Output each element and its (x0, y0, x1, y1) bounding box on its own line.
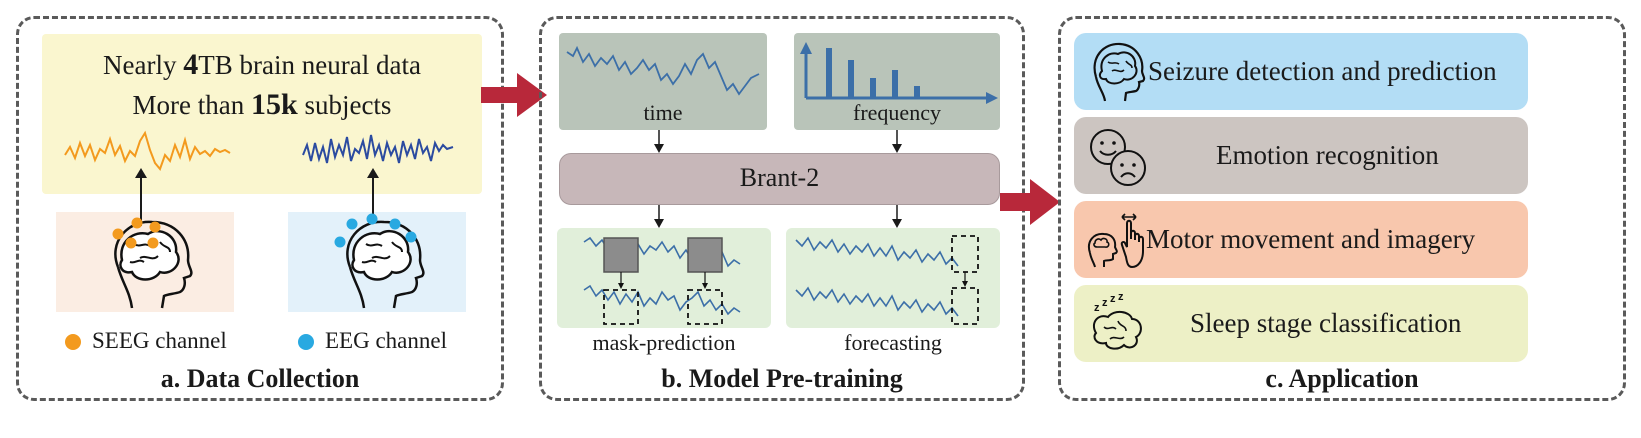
frequency-spectrum-chart (800, 42, 998, 104)
model-to-forecast-arrow (892, 205, 902, 228)
brant-2-model-box (559, 153, 1000, 205)
data-collection-caption: a. Data Collection (160, 364, 360, 393)
eeg-legend-label: EEG channel (325, 328, 447, 353)
time-label: time (643, 100, 683, 125)
seeg-legend-dot (65, 334, 81, 350)
model-to-mask-arrow (654, 205, 664, 228)
forecasting-diagram (795, 235, 979, 325)
time-to-model-arrow (654, 130, 664, 153)
svg-text:z: z (1110, 293, 1116, 305)
motor-hand-icon (1088, 213, 1144, 269)
brain-head-icon (1093, 42, 1146, 102)
app-seizure-detection: Seizure detection and prediction (1074, 33, 1528, 110)
time-domain-box (559, 33, 767, 130)
sleep-brain-icon: z z z z (1092, 291, 1142, 350)
seeg-brain-head-icon (112, 217, 193, 309)
seeg-legend-label: SEEG channel (92, 328, 227, 353)
arrow-b-to-c (1000, 179, 1060, 225)
eeg-signal-wave (302, 134, 454, 164)
app-label: Seizure detection and prediction (1148, 56, 1497, 86)
model-pretraining-caption: b. Model Pre-training (661, 364, 903, 393)
eeg-legend-dot (298, 334, 314, 350)
model-name: Brant-2 (739, 163, 820, 192)
freq-to-model-arrow (892, 130, 902, 153)
seeg-signal-wave (64, 130, 231, 171)
time-signal-wave (566, 45, 760, 96)
arrow-a-to-b (481, 73, 547, 117)
app-sleep-stage: z z z z Sleep stage classification (1074, 285, 1528, 362)
data-volume-line: Nearly 4TB brain neural data (103, 48, 421, 81)
eeg-brain-head-icon (334, 213, 425, 309)
panel-data-collection (16, 16, 504, 401)
seeg-arrow (135, 168, 147, 226)
app-label: Emotion recognition (1216, 140, 1439, 170)
svg-text:z: z (1094, 302, 1100, 314)
data-summary-box (42, 34, 482, 194)
forecasting-label: forecasting (844, 330, 942, 355)
app-emotion-recognition: Emotion recognition (1074, 117, 1528, 194)
panel-application (1058, 16, 1626, 401)
frequency-label: frequency (853, 100, 941, 125)
application-caption: c. Application (1265, 364, 1419, 393)
app-motor-movement: Motor movement and imagery (1074, 201, 1528, 278)
app-label: Sleep stage classification (1190, 308, 1462, 338)
emotion-faces-icon (1090, 129, 1146, 186)
mask-prediction-label: mask-prediction (592, 330, 736, 355)
svg-text:z: z (1102, 297, 1108, 309)
subjects-line: More than 15k subjects (132, 88, 392, 121)
app-label: Motor movement and imagery (1146, 224, 1476, 254)
mask-prediction-diagram (583, 236, 741, 325)
svg-text:z: z (1118, 291, 1124, 303)
